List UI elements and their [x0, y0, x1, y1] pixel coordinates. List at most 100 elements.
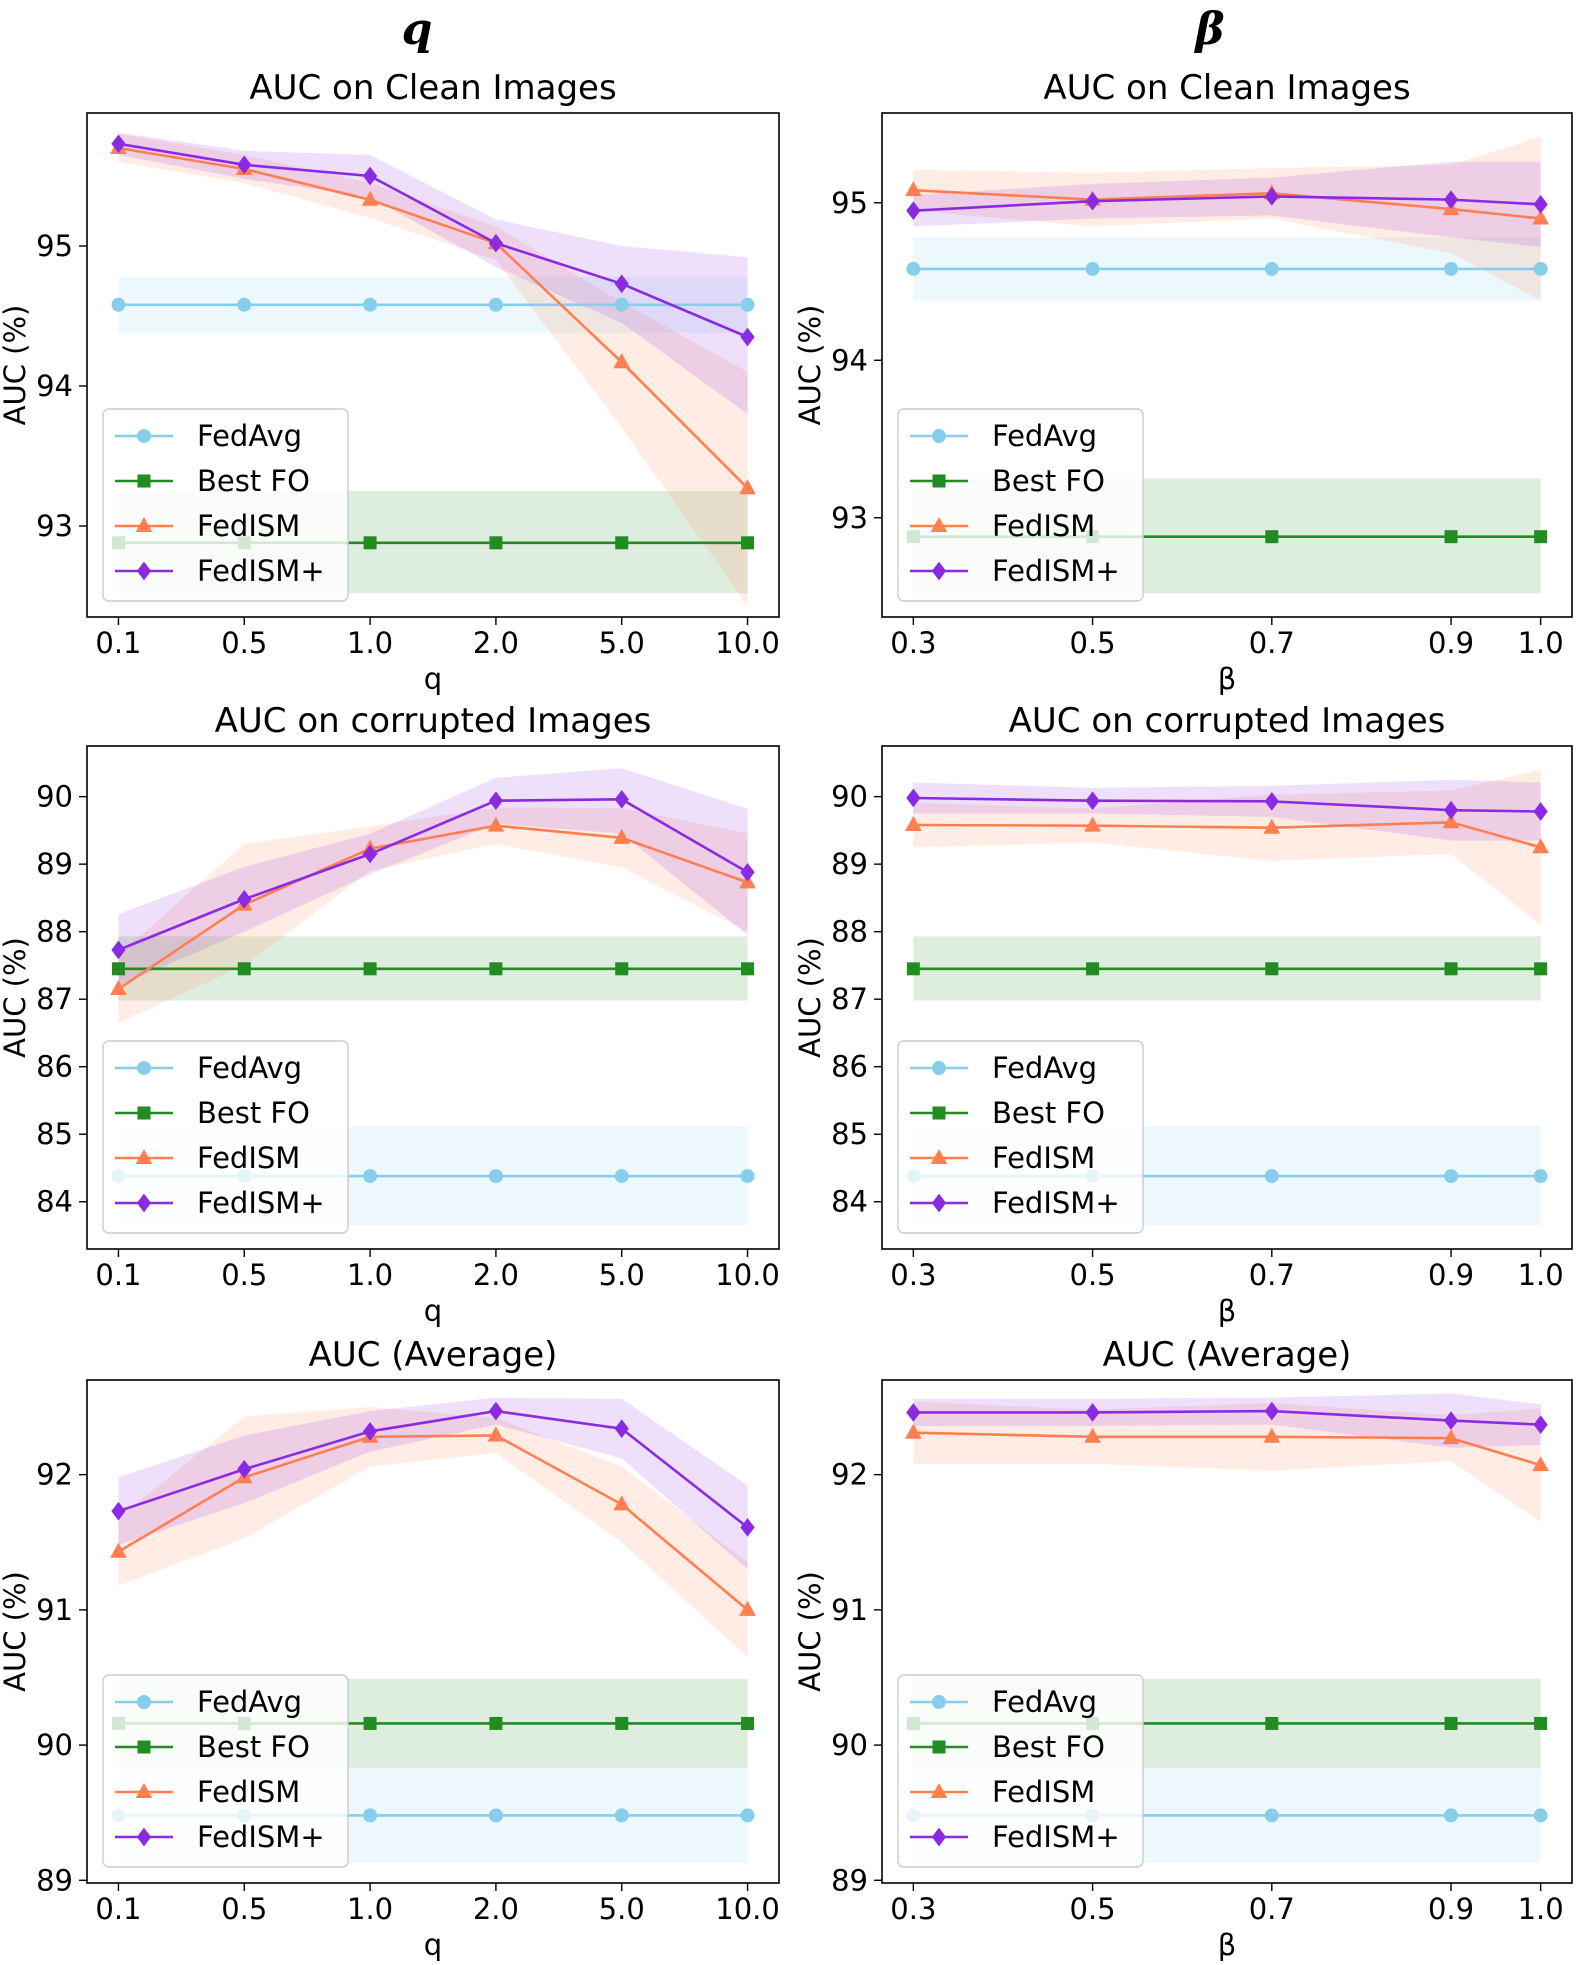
- best-fo-point: [1086, 962, 1100, 976]
- fedism-point: [111, 134, 126, 154]
- best-fo-point: [1534, 530, 1548, 544]
- y-axis-label: AUC (%): [0, 1571, 32, 1692]
- legend-label-fedavg: FedAvg: [992, 1051, 1097, 1085]
- fedism-confidence-band: [913, 136, 1541, 301]
- fedism-point: [488, 791, 504, 811]
- chart-panel-3: AUC on corrupted Images 0.1 0.5 1.0 2.0 5.0 10…: [0, 701, 780, 1328]
- legend-label-fedavg: FedAvg: [197, 419, 302, 453]
- legend-fedavg-marker: [137, 1061, 151, 1075]
- legend-label-best-fo: Best FO: [197, 1730, 310, 1764]
- x-tick-label: 10.0: [715, 1892, 780, 1926]
- fedism-point: [362, 844, 378, 864]
- legend-label-fedism: FedISM+: [197, 554, 325, 588]
- y-tick-label: 93: [36, 509, 73, 543]
- fedavg-point: [614, 1169, 629, 1184]
- legend-fedism-marker: [136, 1193, 152, 1213]
- column-title-q: q: [402, 4, 433, 55]
- legend-fedism-marker: [136, 561, 152, 581]
- fedism-point: [1264, 792, 1279, 811]
- fedavg-point: [1444, 1808, 1459, 1823]
- fedism-point: [487, 816, 505, 832]
- fedavg-point: [363, 1808, 378, 1823]
- x-tick-label: 2.0: [473, 626, 519, 660]
- fedism-point: [1442, 1429, 1460, 1445]
- fedism-confidence-band: [118, 1397, 748, 1570]
- x-tick-label: 0.7: [1249, 1258, 1295, 1292]
- panel-title: AUC (Average): [1103, 1335, 1352, 1375]
- legend-label-fedavg: FedAvg: [992, 1685, 1097, 1719]
- legend: FedAvg Best FO FedISM FedISM+: [102, 1040, 349, 1234]
- fedism-confidence-band: [118, 807, 748, 1023]
- x-tick-label: 1.0: [347, 1892, 393, 1926]
- fedism-point: [1085, 191, 1100, 211]
- fedism-point: [361, 190, 379, 206]
- y-tick-label: 89: [831, 1863, 868, 1897]
- fedism-point: [614, 274, 629, 294]
- best-fo-point: [1444, 962, 1458, 976]
- legend-label-best-fo: Best FO: [992, 1730, 1105, 1764]
- legend-label-fedism: FedISM+: [992, 554, 1120, 588]
- panel-title: AUC on Clean Images: [1043, 68, 1410, 108]
- x-tick-label: 0.3: [890, 1258, 936, 1292]
- legend-label-fedism: FedISM: [197, 509, 300, 543]
- fedism-point: [1084, 1427, 1101, 1443]
- legend: FedAvg Best FO FedISM FedISM+: [102, 408, 349, 602]
- fedism-point: [1263, 818, 1281, 834]
- legend-label-fedavg: FedAvg: [197, 1685, 302, 1719]
- x-tick-label: 0.5: [1070, 1892, 1116, 1926]
- x-axis-label: q: [424, 1928, 442, 1962]
- legend-fedism-marker: [930, 1782, 948, 1798]
- fedism-point: [614, 790, 629, 809]
- x-tick-label: 0.9: [1428, 1892, 1474, 1926]
- x-tick-label: 1.0: [347, 1258, 393, 1292]
- legend-label-fedism: FedISM+: [992, 1820, 1120, 1854]
- fedism-line: [117, 1434, 749, 1611]
- fedism-point: [1085, 1403, 1100, 1422]
- best-fo-point: [363, 536, 377, 550]
- x-tick-label: 0.5: [221, 1892, 267, 1926]
- legend-fedism-marker: [135, 516, 153, 532]
- x-tick-label: 0.5: [1070, 1258, 1116, 1292]
- best-fo-point: [741, 962, 755, 976]
- fedism-point: [739, 1600, 756, 1616]
- legend-label-fedism: FedISM+: [197, 1820, 325, 1854]
- legend-fedavg-marker: [137, 1695, 151, 1709]
- x-tick-label: 10.0: [715, 1258, 780, 1292]
- chart-panel-6: AUC (Average) 0.3 0.5 0.7 0.9 1.0 89 90 91 92 β AUC…: [793, 1335, 1573, 1962]
- best-fo-point: [615, 1716, 629, 1730]
- y-tick-label: 90: [36, 780, 73, 814]
- fedism-point: [111, 940, 126, 960]
- plot-frame: [86, 1379, 780, 1884]
- fedavg-point: [1533, 1169, 1548, 1184]
- legend-fedism-marker: [136, 1827, 152, 1847]
- legend-fedism-marker: [930, 1148, 948, 1164]
- fedavg-point: [1085, 261, 1100, 276]
- fedism-line: [117, 798, 749, 952]
- best-fo-point: [489, 1716, 503, 1730]
- fedavg-point: [614, 297, 629, 312]
- fedism-point: [237, 155, 252, 175]
- x-tick-label: 5.0: [599, 626, 645, 660]
- x-tick-label: 1.0: [1518, 626, 1564, 660]
- fedism-point: [613, 828, 631, 844]
- fedism-confidence-band: [118, 1407, 748, 1658]
- y-tick-label: 95: [36, 229, 73, 263]
- legend-fedavg-marker: [932, 429, 946, 443]
- fedism-point: [740, 862, 755, 882]
- y-tick-label: 92: [36, 1458, 73, 1492]
- best-fo-point: [1265, 1716, 1279, 1730]
- fedism-point: [740, 1518, 755, 1537]
- legend: FedAvg Best FO FedISM FedISM+: [897, 1674, 1144, 1868]
- fedism-point: [362, 166, 378, 186]
- fedism-point: [613, 353, 631, 369]
- y-tick-label: 94: [831, 343, 868, 377]
- fedism-point: [740, 327, 755, 347]
- legend-best-fo-marker: [137, 1740, 151, 1754]
- chart-panel-2: AUC on Clean Images 0.3 0.5 0.7 0.9 1.0 93 94 95…: [793, 68, 1573, 696]
- fedavg-point: [1533, 261, 1548, 276]
- x-tick-label: 0.3: [890, 626, 936, 660]
- best-fo-point: [489, 962, 503, 976]
- fedavg-point: [363, 1169, 378, 1184]
- fedism-point: [614, 1419, 629, 1439]
- y-tick-label: 88: [831, 915, 868, 949]
